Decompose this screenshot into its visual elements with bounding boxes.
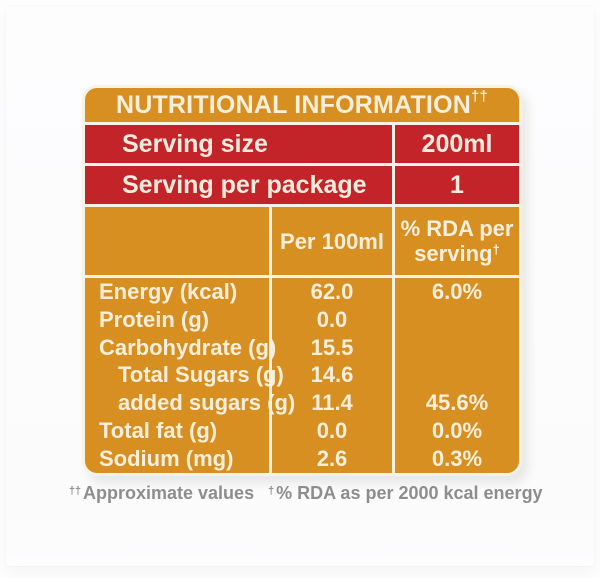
table-title-text: NUTRITIONAL INFORMATION (115, 90, 471, 119)
column-divider (392, 278, 395, 306)
per-100ml-value: 2.6 (316, 446, 348, 472)
column-divider (392, 207, 395, 275)
nutrition-facts-table: NUTRITIONAL INFORMATION †† Serving size 2… (82, 85, 522, 476)
rda-value (395, 306, 519, 334)
column-divider (392, 361, 395, 390)
column-divider (269, 361, 272, 390)
nutrient-name: added sugars (g) (118, 390, 296, 416)
nutrient-name: Total fat (g) (99, 418, 218, 444)
per-100ml-value: 14.6 (310, 362, 354, 388)
nutrient-name: Energy (kcal) (99, 278, 238, 304)
rda-header-line1: % RDA per (400, 216, 514, 241)
rda-value (395, 334, 519, 362)
rda-value: 6.0% (431, 278, 483, 304)
table-row-sodium: Sodium (mg) 2.6 0.3% (85, 445, 519, 473)
serving-per-package-label: Serving per package (122, 170, 367, 199)
column-divider (269, 417, 272, 446)
footnotes: †† Approximate values †% RDA as per 2000 … (69, 483, 543, 504)
column-divider (392, 125, 395, 163)
per-100ml-value: 62.0 (310, 278, 354, 304)
serving-size-label: Serving size (122, 129, 268, 158)
label-photo: NUTRITIONAL INFORMATION †† Serving size 2… (6, 6, 594, 566)
table-row-protein: Protein (g) 0.0 (85, 305, 519, 334)
per-100ml-value: 0.0 (316, 306, 348, 332)
column-divider (269, 333, 272, 362)
table-row-total-sugars: Total Sugars (g) 14.6 (85, 361, 519, 390)
column-divider (269, 207, 272, 275)
nutrients-table-body: Energy (kcal) 62.0 6.0% Protein (g) 0.0 … (85, 278, 519, 473)
footnote-approximate-values-text: Approximate values (83, 483, 255, 503)
column-divider (392, 445, 395, 473)
footnote-rda-energy-text: % RDA as per 2000 kcal energy (276, 483, 543, 503)
rda-dagger-superscript: † (492, 241, 500, 257)
nutrient-name: Total Sugars (g) (118, 362, 284, 388)
footnote-dagger-dagger: †† (69, 485, 82, 498)
table-row-total-fat: Total fat (g) 0.0 0.0% (85, 417, 519, 446)
per-100ml-column-header: Per 100ml (272, 207, 392, 275)
nutrient-name: Protein (g) (99, 306, 209, 332)
footnote-rda-energy: †% RDA as per 2000 kcal energy (268, 483, 543, 504)
rda-value: 0.3% (431, 446, 483, 472)
footnote-approximate-values: †† Approximate values (69, 483, 254, 504)
serving-per-package-value: 1 (450, 170, 464, 199)
table-row-added-sugars: added sugars (g) 11.4 45.6% (85, 389, 519, 418)
column-divider (269, 445, 272, 473)
table-row-energy: Energy (kcal) 62.0 6.0% (85, 278, 519, 306)
serving-size-value: 200ml (421, 129, 493, 158)
footnote-dagger: † (268, 485, 275, 498)
column-divider (392, 333, 395, 362)
rda-header-line2-text: serving (414, 241, 493, 266)
rda-value: 45.6% (425, 390, 489, 416)
column-divider (269, 305, 272, 334)
per-100ml-header-text: Per 100ml (280, 228, 384, 254)
column-header-row: Per 100ml % RDA per serving† (85, 207, 519, 275)
column-divider (392, 166, 395, 204)
column-divider (269, 389, 272, 418)
per-100ml-value: 11.4 (311, 390, 353, 416)
nutrient-name: Sodium (mg) (99, 446, 234, 472)
column-divider (392, 305, 395, 334)
nutrient-column-header-empty (85, 207, 269, 275)
table-title: NUTRITIONAL INFORMATION †† (85, 88, 519, 122)
serving-per-package-row: Serving per package 1 (85, 166, 519, 204)
per-100ml-value: 0.0 (316, 418, 348, 444)
table-row-carbohydrate: Carbohydrate (g) 15.5 (85, 333, 519, 362)
column-divider (392, 417, 395, 446)
serving-size-row: Serving size 200ml (85, 125, 519, 163)
rda-value (395, 362, 519, 390)
nutrient-name: Carbohydrate (g) (99, 334, 277, 360)
rda-value: 0.0% (431, 418, 483, 444)
rda-column-header: % RDA per serving† (395, 207, 519, 275)
column-divider (392, 389, 395, 418)
column-divider (269, 278, 272, 306)
rda-header-line2: serving† (414, 241, 500, 266)
per-100ml-value: 15.5 (310, 334, 354, 360)
